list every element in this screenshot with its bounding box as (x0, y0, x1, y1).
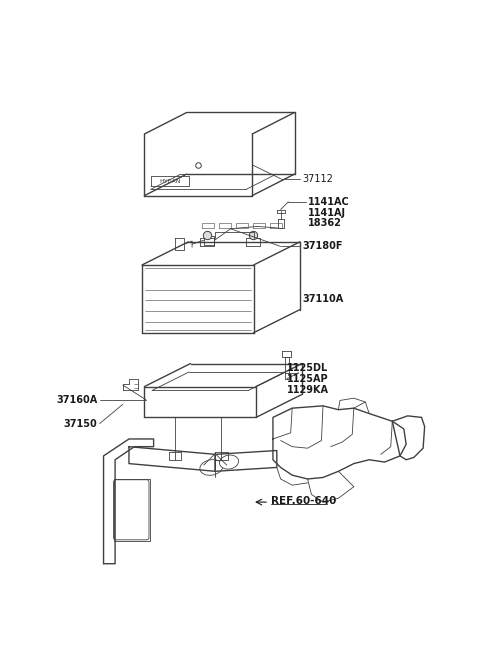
Text: 37150: 37150 (64, 419, 97, 428)
Text: 1141AC: 1141AC (308, 196, 350, 207)
Text: 1141AJ: 1141AJ (308, 208, 347, 217)
Text: HYEAN: HYEAN (159, 179, 180, 183)
Text: 1125AP: 1125AP (287, 374, 328, 384)
Text: 1129KA: 1129KA (287, 384, 329, 395)
Text: 1125DL: 1125DL (287, 363, 328, 373)
Text: REF.60-640: REF.60-640 (271, 496, 337, 506)
Text: 37180F: 37180F (302, 242, 343, 252)
Text: 37112: 37112 (302, 174, 333, 183)
Ellipse shape (200, 460, 223, 476)
Text: 18362: 18362 (308, 218, 342, 229)
Text: 37110A: 37110A (302, 294, 344, 304)
FancyBboxPatch shape (114, 479, 149, 540)
Text: 37160A: 37160A (56, 395, 97, 405)
Ellipse shape (219, 455, 239, 469)
